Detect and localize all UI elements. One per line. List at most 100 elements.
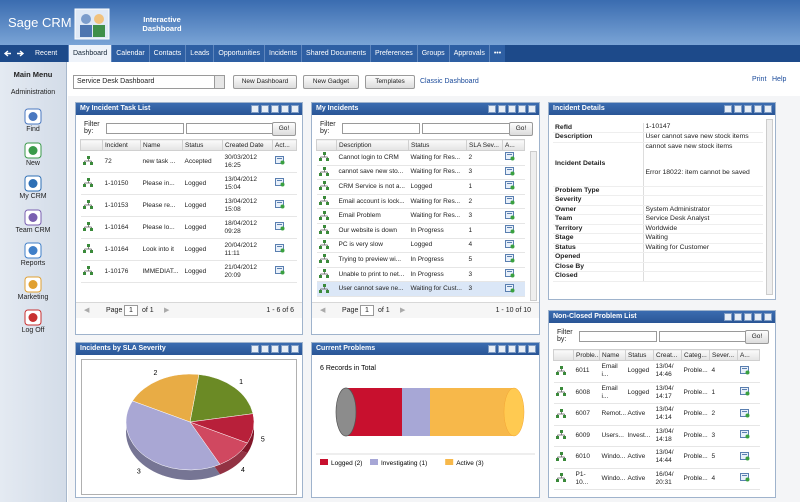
nav-tab[interactable]: Groups [416, 45, 449, 62]
gadget-control[interactable] [251, 345, 259, 353]
gadget-control[interactable] [744, 313, 752, 321]
table-row[interactable]: 6007 Remot... Active 13/04/ 14:14 Proble... 2 [553, 403, 760, 426]
pager-nav[interactable]: ◀ [320, 307, 326, 314]
gadget-control[interactable] [261, 105, 269, 113]
menu-icon[interactable] [24, 209, 42, 226]
table-row[interactable]: CRM Service is not a... Logged 1 [316, 179, 525, 195]
nav-tab[interactable]: Contacts [148, 45, 186, 62]
filter-select[interactable] [106, 123, 184, 134]
gadget-control[interactable] [291, 345, 299, 353]
column-header[interactable]: A... [502, 139, 525, 151]
table-row[interactable]: 6009 Users... Invest... 13/04/ 14:18 Proble.… [553, 425, 760, 447]
column-header[interactable]: Status [408, 139, 467, 151]
gadget-control[interactable] [518, 105, 526, 113]
pager-nav[interactable]: ▶ [164, 307, 170, 314]
filter-input[interactable] [658, 331, 752, 342]
menu-item[interactable]: New [25, 159, 40, 167]
gadget-control[interactable] [261, 345, 269, 353]
menu-item[interactable]: My CRM [19, 193, 47, 200]
column-header[interactable]: A... [737, 349, 760, 361]
gadget-control[interactable] [518, 345, 526, 353]
gadget-control[interactable] [498, 345, 506, 353]
gadget-control[interactable] [271, 345, 279, 353]
table-row[interactable]: P1-10... Windo... Active 16/04/ 20:31 Proble… [553, 468, 760, 490]
gadget-control[interactable] [251, 105, 259, 113]
nav-tab[interactable]: Preferences [369, 45, 417, 62]
filter-select[interactable] [342, 123, 420, 134]
pager-nav[interactable]: ◀ [84, 307, 90, 314]
gadget-control[interactable] [508, 345, 516, 353]
gadget-control[interactable] [754, 105, 762, 113]
gadget-control[interactable] [764, 105, 772, 113]
table-row[interactable]: 1-10176 IMMEDIAT... Logged 21/04/2012 20:09 [80, 260, 297, 283]
nav-tab[interactable]: ••• [488, 45, 506, 62]
go-button[interactable]: Go! [272, 122, 296, 136]
nav-tab[interactable]: Dashboard [68, 45, 112, 62]
menu-icon[interactable] [24, 242, 42, 259]
filter-input[interactable] [421, 123, 516, 134]
nav-recent[interactable]: Recent [35, 50, 58, 57]
nav-tab[interactable]: Incidents [264, 45, 302, 62]
table-row[interactable]: Cannot login to CRM Waiting for Res... 2 [316, 150, 525, 166]
gadget-control[interactable] [764, 313, 772, 321]
menu-icon[interactable] [24, 108, 42, 125]
gadget-control[interactable] [754, 313, 762, 321]
gadget-control[interactable] [498, 105, 506, 113]
history-arrows[interactable] [3, 45, 27, 62]
table-row[interactable]: Email account is lock... Waiting for Res.… [316, 194, 525, 210]
table-row[interactable]: 1-10153 Please re... Logged 13/04/2012 15:0… [80, 194, 297, 217]
menu-icon[interactable] [24, 276, 42, 293]
column-header[interactable]: Status [182, 139, 223, 151]
gadget-control[interactable] [271, 105, 279, 113]
table-row[interactable]: 6011 Email i... Logged 13/04/ 14:46 Proble..… [553, 360, 760, 383]
menu-item[interactable]: Find [26, 126, 40, 133]
gadget-control[interactable] [508, 105, 516, 113]
menu-icon[interactable] [24, 142, 42, 159]
column-header[interactable]: Incident [102, 139, 141, 151]
menu-icon[interactable] [24, 309, 42, 326]
pager-nav[interactable]: ▶ [400, 307, 406, 314]
toolbar-button[interactable]: Templates [365, 75, 415, 89]
nav-tab[interactable]: Opportunities [213, 45, 265, 62]
column-header[interactable]: Creat... [653, 349, 682, 361]
menu-item[interactable]: Log Off [21, 327, 45, 334]
table-row[interactable]: 6010 Windo... Active 13/04/ 14:44 Proble... 5 [553, 446, 760, 469]
nav-tab[interactable]: Approvals [448, 45, 489, 62]
column-header[interactable]: Name [140, 139, 183, 151]
table-row[interactable]: cannot save new sto... Waiting for Res...… [316, 165, 525, 181]
gadget-control[interactable] [488, 345, 496, 353]
column-header[interactable]: Description [336, 139, 409, 151]
table-row[interactable]: 6008 Email i... Logged 13/04/ 14:17 Proble..… [553, 382, 760, 404]
table-row[interactable]: 1-10164 Look into it Logged 20/04/2012 11:1… [80, 238, 297, 261]
menu-icon[interactable] [24, 175, 42, 192]
column-header[interactable]: Categ... [681, 349, 710, 361]
nav-tab[interactable]: Shared Documents [301, 45, 370, 62]
column-header[interactable]: Proble... [573, 349, 600, 361]
menu-item[interactable]: Team CRM [15, 226, 51, 234]
menu-item[interactable]: Reports [20, 260, 46, 267]
gadget-control[interactable] [734, 313, 742, 321]
classic-link[interactable]: Classic Dashboard [420, 78, 479, 85]
pager-input[interactable]: 1 [360, 305, 374, 316]
toolbar-button[interactable]: New Gadget [303, 75, 359, 89]
gadget-control[interactable] [744, 105, 752, 113]
table-row[interactable]: 72 new task ... Accepted 30/03/2012 16:25 [80, 150, 297, 173]
gadget-control[interactable] [281, 345, 289, 353]
sidebar-admin[interactable]: Administration [10, 89, 56, 96]
table-row[interactable]: User cannot save ne... Waiting for Cust..… [316, 281, 525, 297]
column-header[interactable]: Act... [272, 139, 297, 151]
column-header[interactable]: Status [625, 349, 654, 361]
column-header[interactable]: SLA Sev... [466, 139, 503, 151]
table-row[interactable]: Trying to preview wi... In Progress 5 [316, 252, 525, 268]
dashboard-select[interactable]: Service Desk Dashboard [73, 75, 225, 89]
toolbar-button[interactable]: New Dashboard [233, 75, 297, 89]
filter-input[interactable] [185, 123, 279, 134]
table-row[interactable]: Unable to print to net... In Progress 3 [316, 267, 525, 283]
print-link[interactable]: Print [752, 76, 767, 83]
gadget-control[interactable] [724, 105, 732, 113]
go-button[interactable]: Go! [509, 122, 533, 136]
column-header[interactable]: Created Date [222, 139, 273, 151]
nav-tab[interactable]: Leads [185, 45, 214, 62]
gadget-control[interactable] [528, 105, 536, 113]
go-button[interactable]: Go! [745, 330, 769, 344]
